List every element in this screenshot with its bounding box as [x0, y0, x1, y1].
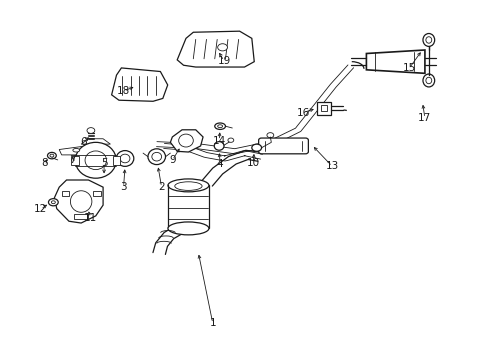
Ellipse shape [48, 199, 58, 206]
FancyBboxPatch shape [321, 105, 326, 111]
Ellipse shape [167, 222, 208, 235]
Polygon shape [177, 31, 254, 67]
Text: 2: 2 [158, 182, 164, 192]
Ellipse shape [174, 182, 202, 190]
Ellipse shape [47, 152, 56, 159]
Polygon shape [111, 68, 167, 101]
Ellipse shape [120, 154, 130, 163]
Polygon shape [170, 130, 203, 152]
FancyBboxPatch shape [258, 138, 308, 154]
Text: 5: 5 [101, 158, 107, 168]
Ellipse shape [152, 152, 161, 161]
Text: 16: 16 [296, 108, 309, 118]
Ellipse shape [422, 74, 434, 87]
FancyBboxPatch shape [61, 191, 69, 196]
Text: 11: 11 [84, 213, 97, 222]
Text: 1: 1 [209, 319, 216, 328]
FancyBboxPatch shape [93, 191, 101, 196]
Text: 3: 3 [120, 182, 126, 192]
Ellipse shape [178, 134, 193, 147]
Ellipse shape [422, 33, 434, 46]
Ellipse shape [425, 37, 431, 43]
Text: 8: 8 [41, 158, 48, 168]
Ellipse shape [251, 144, 261, 151]
Polygon shape [54, 180, 103, 223]
Text: 18: 18 [117, 86, 130, 96]
Polygon shape [366, 50, 424, 73]
FancyBboxPatch shape [317, 102, 330, 115]
Polygon shape [81, 139, 110, 144]
FancyBboxPatch shape [71, 156, 79, 165]
Ellipse shape [75, 142, 116, 178]
Text: 7: 7 [69, 155, 76, 165]
Text: 19: 19 [217, 56, 230, 66]
Ellipse shape [87, 128, 95, 134]
Ellipse shape [50, 154, 54, 157]
Ellipse shape [116, 150, 134, 166]
Text: 17: 17 [417, 113, 430, 123]
Text: 9: 9 [169, 155, 175, 165]
Ellipse shape [73, 148, 80, 152]
Text: 4: 4 [216, 159, 223, 169]
Text: 6: 6 [80, 138, 87, 147]
Ellipse shape [51, 201, 55, 204]
Text: 12: 12 [34, 204, 47, 215]
Ellipse shape [217, 44, 227, 51]
Ellipse shape [148, 149, 165, 165]
Text: 14: 14 [212, 136, 225, 145]
Polygon shape [59, 146, 86, 155]
Text: 13: 13 [325, 161, 338, 171]
Ellipse shape [214, 141, 224, 150]
Ellipse shape [167, 179, 208, 192]
Text: 10: 10 [246, 158, 259, 168]
Ellipse shape [214, 123, 225, 130]
Ellipse shape [217, 125, 222, 128]
Ellipse shape [85, 151, 106, 170]
FancyBboxPatch shape [74, 214, 88, 220]
Ellipse shape [425, 77, 431, 84]
FancyBboxPatch shape [113, 156, 120, 165]
Ellipse shape [70, 191, 92, 212]
Text: 15: 15 [402, 63, 415, 73]
Ellipse shape [227, 138, 233, 142]
